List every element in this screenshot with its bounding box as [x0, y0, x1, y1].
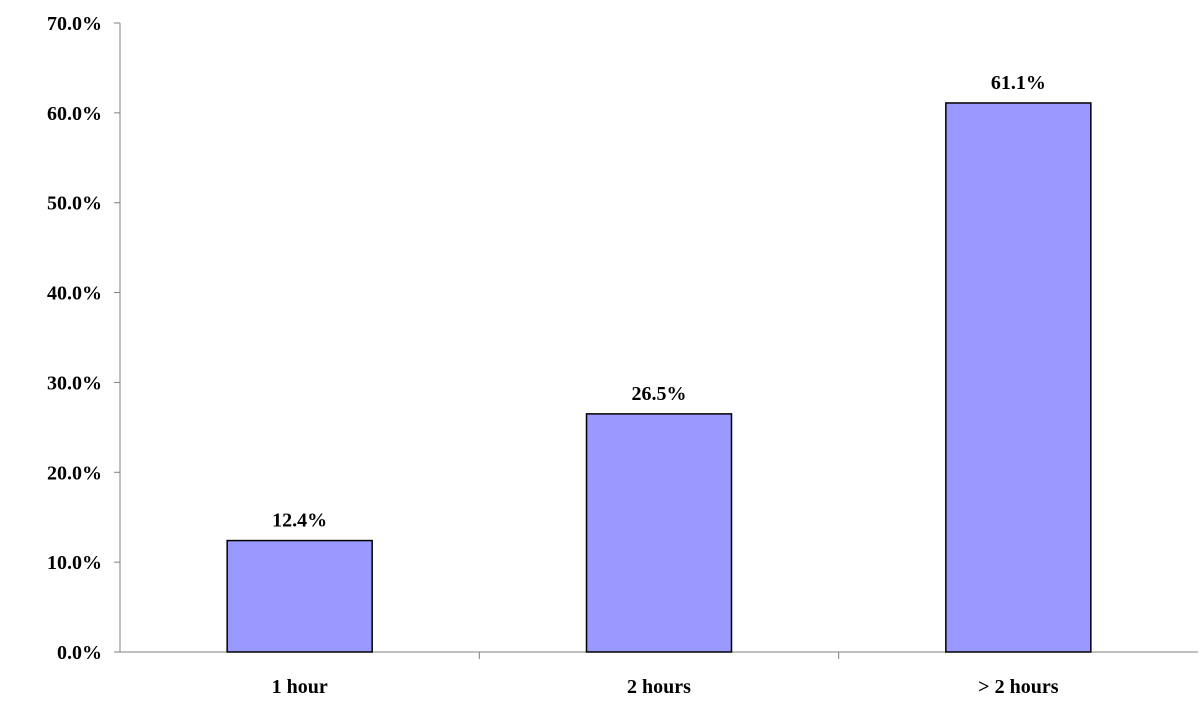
- y-tick-label: 60.0%: [47, 103, 102, 125]
- data-label: 12.4%: [272, 510, 327, 532]
- y-tick-label: 20.0%: [47, 462, 102, 484]
- y-tick-label: 0.0%: [57, 642, 102, 664]
- y-tick-label: 70.0%: [47, 13, 102, 35]
- bar-2: [585, 413, 733, 653]
- y-tick-label: 40.0%: [47, 283, 102, 305]
- y-tick-label: 30.0%: [47, 372, 102, 394]
- y-tick-label: 50.0%: [47, 193, 102, 215]
- labels: 0.0% 10.0% 20.0% 30.0% 40.0% 50.0% 60.0% 70.0% 1…: [47, 13, 1059, 698]
- bar-1: [226, 539, 373, 653]
- x-category-label: 2 hours: [627, 676, 691, 698]
- data-label: 26.5%: [632, 383, 687, 405]
- y-tick-label: 10.0%: [47, 552, 102, 574]
- bar-3: [945, 102, 1092, 653]
- x-category-label: 1 hour: [272, 676, 328, 698]
- data-label: 61.1%: [991, 72, 1046, 94]
- x-category-label: > 2 hours: [978, 676, 1059, 698]
- bars: [226, 102, 1092, 653]
